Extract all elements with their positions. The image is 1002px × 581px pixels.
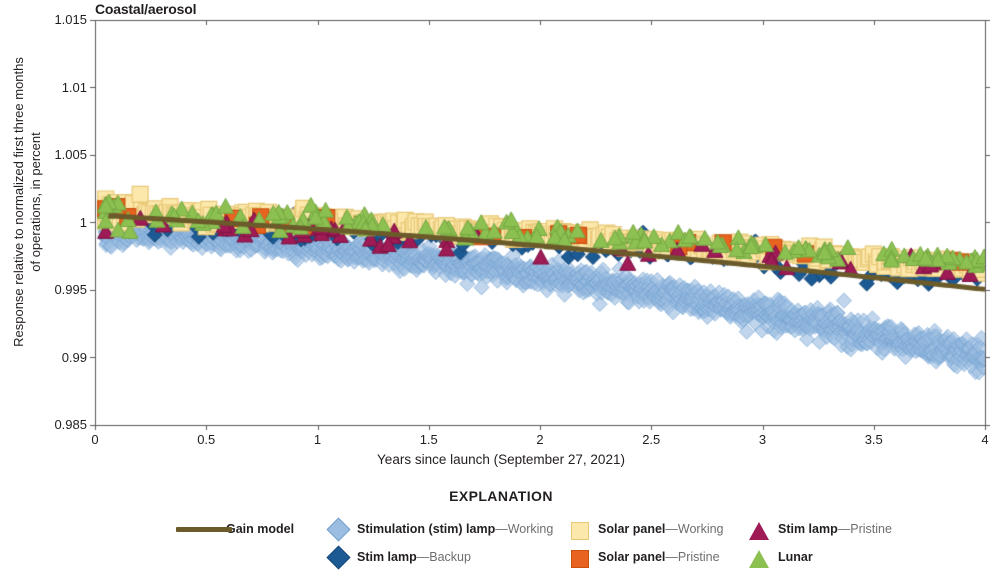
x-tick-label: 1.5 [419,432,438,447]
y-axis-title-line1: Response relative to normalized first th… [11,57,26,347]
legend-item-stim-lamp-pristine[interactable]: Stim lamp—Pristine [748,515,892,543]
triangle-glyph [749,522,769,540]
square-marker-icon [568,546,590,568]
line-glyph [176,527,232,532]
legend-item-label: Stim lamp—Pristine [778,522,892,536]
chart-legend: EXPLANATION Gain model Stimulation (stim)… [0,488,1002,570]
legend-item-label: Solar panel—Pristine [598,550,720,564]
x-tick-label: 2.5 [642,432,661,447]
legend-item-solar-panel-pristine[interactable]: Solar panel—Pristine [568,543,720,571]
legend-item-qualifier: —Working [665,522,724,536]
legend-item-stimulation-stim-lamp-working[interactable]: Stimulation (stim) lamp—Working [326,515,554,543]
legend-item-label: Lunar [778,550,813,564]
legend-row: Stim lamp—Backup Solar panel—Pristine Luna… [0,543,1002,571]
square-glyph [571,522,589,540]
chart-title: Coastal/aerosol [95,1,197,17]
y-tick-label: 0.985 [54,417,87,432]
y-tick-label: 0.99 [61,349,87,365]
x-tick-label: 4 [981,432,989,447]
x-tick-label: 0 [91,432,99,447]
legend-title: EXPLANATION [449,488,553,504]
legend-item-lunar[interactable]: Lunar [748,543,813,571]
diamond-glyph [326,517,351,542]
y-tick-label: 1.005 [54,147,87,162]
x-tick-label: 2 [536,432,544,447]
legend-item-gain-model[interactable]: Gain model [176,515,295,543]
gain-model-line-icon [176,518,232,540]
x-tick-label: 0.5 [197,432,216,447]
y-tick-label: 1 [79,214,87,230]
y-tick-label: 1.015 [54,12,87,27]
legend-item-qualifier: —Pristine [665,550,720,564]
legend-item-qualifier: —Working [495,522,554,536]
triangle-marker-icon [748,546,770,568]
square-marker-icon [568,518,590,540]
y-tick-label: 1.01 [61,79,87,95]
x-axis-title: Years since launch (September 27, 2021) [377,452,625,467]
legend-row: Gain model Stimulation (stim) lamp—Workin… [0,515,1002,543]
diamond-marker-icon [326,545,351,570]
x-tick-label: 1 [313,432,322,447]
y-tick-label: 0.995 [54,282,87,297]
y-axis-title: Response relative to normalized first th… [10,12,44,392]
legend-item-label: Gain model [226,522,295,536]
diamond-marker-icon [326,517,351,542]
triangle-marker-icon [748,518,770,540]
legend-item-label: Stim lamp—Backup [357,550,471,564]
diamond-glyph [326,545,351,570]
y-axis-title-line2: of operations, in percent [28,132,43,272]
legend-item-qualifier: —Backup [416,550,471,564]
legend-item-solar-panel-working[interactable]: Solar panel—Working [568,515,724,543]
legend-item-label: Stimulation (stim) lamp—Working [357,522,554,536]
x-tick-label: 3 [758,432,767,447]
legend-item-label: Solar panel—Working [598,522,724,536]
square-glyph [571,550,589,568]
legend-item-qualifier: —Pristine [837,522,892,536]
triangle-glyph [749,550,769,568]
legend-item-stim-lamp-backup[interactable]: Stim lamp—Backup [326,543,471,571]
x-tick-label: 3.5 [864,432,883,447]
